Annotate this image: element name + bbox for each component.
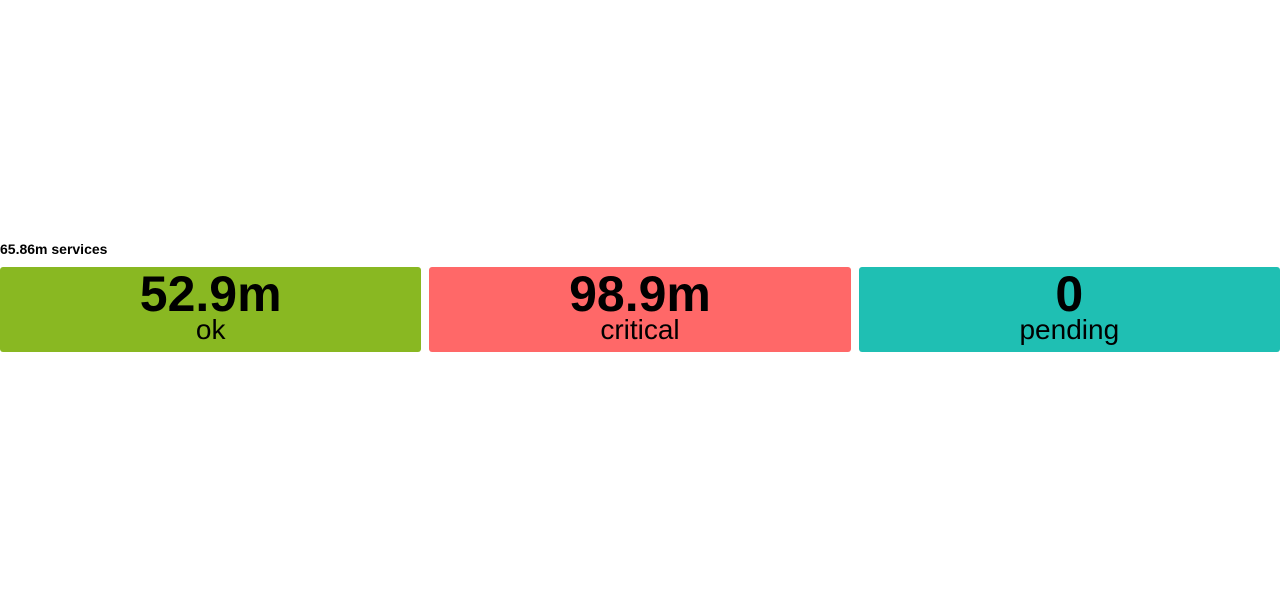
tile-value: 52.9m — [139, 267, 282, 322]
status-tile-pending[interactable]: 0 pending — [858, 267, 1280, 352]
status-tile-critical[interactable]: 98.9m critical — [429, 267, 851, 352]
status-tiles: 52.9m ok 98.9m critical 0 pending — [0, 267, 1280, 352]
tile-value: 0 — [1055, 267, 1084, 322]
services-summary: 65.86m services — [0, 241, 108, 257]
tile-label: ok — [195, 314, 226, 345]
tile-label: pending — [1019, 314, 1120, 345]
status-tile-ok[interactable]: 52.9m ok — [0, 267, 422, 352]
tile-label: critical — [600, 314, 680, 345]
tile-value: 98.9m — [569, 267, 711, 322]
